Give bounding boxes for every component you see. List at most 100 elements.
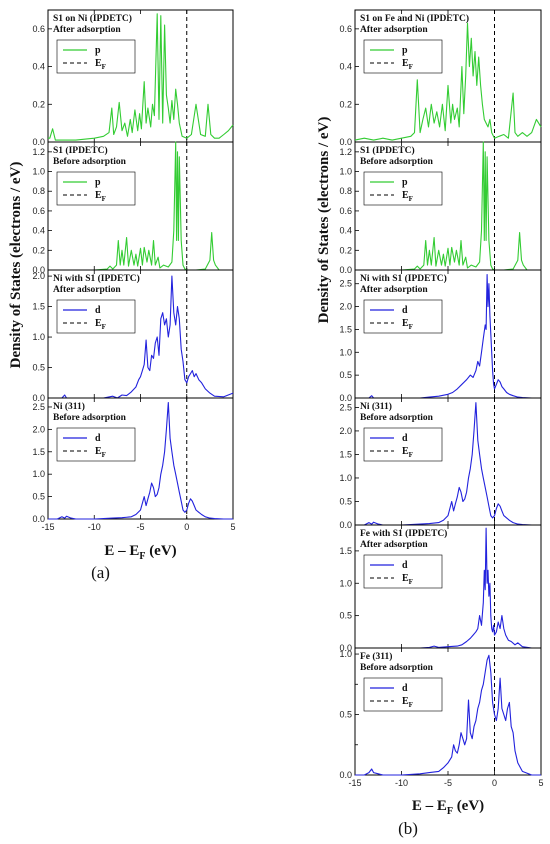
x-tick-label: -5 (136, 522, 144, 532)
figure-caption: (a) (91, 563, 110, 582)
y-tick-label: 0.2 (32, 99, 45, 109)
x-axis-label-main: E – E (104, 543, 139, 559)
x-tick-label: 5 (538, 778, 543, 788)
legend-fermi-label: EF (402, 318, 413, 331)
y-tick-label: 1.0 (32, 469, 45, 479)
legend-box (363, 171, 443, 206)
panel-title: Fe (311) (360, 651, 392, 662)
y-tick-label: 2.5 (32, 402, 45, 412)
y-axis-label: Density of States (electrons / eV) (316, 117, 332, 324)
y-tick-label: 0.4 (339, 62, 352, 72)
legend-box (363, 39, 443, 74)
legend-fermi-subscript: F (102, 195, 106, 203)
legend-fermi-subscript: F (409, 701, 413, 709)
y-tick-label: 1.2 (32, 147, 45, 157)
dos-series-line (355, 274, 541, 399)
dos-series-line (355, 654, 541, 776)
legend-series-label: p (402, 45, 408, 56)
panel-title: Before adsorption (360, 413, 434, 423)
y-tick-label: 2.0 (339, 302, 352, 312)
x-axis-label: E – EF (eV) (104, 543, 176, 562)
legend-box (56, 171, 136, 206)
y-tick-label: 0.2 (339, 245, 352, 255)
y-tick-label: 0.6 (32, 24, 45, 34)
x-axis-label-subscript: F (139, 551, 145, 562)
y-tick-label: 0.0 (339, 265, 352, 275)
legend-fermi-subscript: F (409, 195, 413, 203)
y-tick-label: 0.4 (32, 62, 45, 72)
y-tick-label: 1.0 (339, 167, 352, 177)
legend-series-label: d (95, 433, 101, 444)
x-tick-label: -10 (88, 522, 101, 532)
panel-title: Before adsorption (360, 157, 434, 167)
panel-title: After adsorption (53, 285, 121, 295)
legend-fermi-subscript: F (102, 451, 106, 459)
dos-panel: 0.0 0.5 1.0 1.5 2.0 2.5 Ni with S1 (IPDETC)Aft… (339, 269, 542, 403)
y-tick-label: 2.5 (339, 402, 352, 412)
y-tick-label: 0.0 (339, 643, 352, 653)
panel-title: S1 on Ni (IPDETC) (53, 13, 132, 24)
panel-title: S1 on Fe and Ni (IPDETC) (360, 13, 469, 24)
legend-fermi-subscript: F (409, 63, 413, 71)
y-tick-label: 0.6 (339, 24, 352, 34)
dos-panel: 0.0 0.2 0.4 0.6 S1 on Ni (IPDETC)After adsor… (32, 9, 234, 147)
legend-fermi-subscript: F (409, 451, 413, 459)
dos-series-line (48, 401, 233, 520)
legend-box (363, 677, 443, 712)
y-tick-label: 0.0 (339, 137, 352, 147)
legend-fermi-label: EF (402, 446, 413, 459)
panel-title: Before adsorption (53, 157, 127, 167)
y-tick-label: 1.0 (339, 473, 352, 483)
legend-box (363, 299, 443, 334)
legend-fermi-label: EF (95, 446, 106, 459)
y-tick-label: 0.5 (339, 611, 352, 621)
y-tick-label: 1.5 (32, 302, 45, 312)
dos-series-line (354, 22, 542, 141)
y-tick-label: 0.8 (339, 186, 352, 196)
y-tick-label: 1.0 (32, 167, 45, 177)
x-tick-label: -5 (444, 778, 452, 788)
dos-panel: 0.0 0.2 0.4 0.6 S1 on Fe and Ni (IPDETC)Afte… (339, 9, 542, 147)
y-tick-label: 0.5 (339, 496, 352, 506)
y-tick-label: 0.5 (32, 492, 45, 502)
y-tick-label: 0.0 (339, 770, 352, 780)
panel-title: Ni with S1 (IPDETC) (360, 273, 447, 284)
x-tick-label: 5 (230, 522, 235, 532)
x-axis-label-unit: (eV) (453, 798, 484, 814)
y-tick-label: 1.5 (339, 324, 352, 334)
y-tick-label: 1.5 (339, 546, 352, 556)
y-tick-label: 2.0 (339, 426, 352, 436)
y-tick-label: 0.0 (339, 520, 352, 530)
y-tick-label: 0.0 (32, 137, 45, 147)
y-tick-label: 1.5 (32, 447, 45, 457)
y-tick-label: 1.0 (339, 578, 352, 588)
y-axis-label: Density of States (electrons / eV) (8, 162, 24, 369)
legend-fermi-subscript: F (102, 323, 106, 331)
y-tick-label: 1.0 (339, 347, 352, 357)
dos-panel: 0.0 0.2 0.4 0.6 0.8 1.0 1.2 S1 (IPDETC)Before a… (339, 141, 542, 275)
y-tick-label: 0.5 (339, 710, 352, 720)
legend-box (56, 299, 136, 334)
legend-box (56, 39, 136, 74)
x-tick-label: -15 (41, 522, 54, 532)
y-tick-label: 0.2 (32, 245, 45, 255)
legend-fermi-subscript: F (409, 578, 413, 586)
y-tick-label: 0.8 (32, 186, 45, 196)
dos-panel: 0.0 0.5 1.0 1.5 2.0 2.5 Ni (311)Before adsorpt… (339, 397, 542, 530)
legend-fermi-subscript: F (102, 63, 106, 71)
dos-panel: 0.0 0.2 0.4 0.6 0.8 1.0 1.2 S1 (IPDETC)Before a… (32, 141, 234, 275)
legend-series-label: d (402, 433, 408, 444)
panel-title: Ni with S1 (IPDETC) (53, 273, 140, 284)
legend-fermi-label: EF (402, 696, 413, 709)
dos-series-line (355, 402, 541, 526)
panel-title: S1 (IPDETC) (360, 145, 415, 156)
x-axis-label: E – EF (eV) (412, 798, 484, 817)
figure-caption: (b) (398, 819, 418, 838)
legend-box (363, 554, 443, 589)
legend-fermi-label: EF (95, 318, 106, 331)
x-tick-label: -15 (348, 778, 361, 788)
legend-box (56, 427, 136, 462)
y-tick-label: 0.6 (32, 206, 45, 216)
legend-series-label: d (402, 305, 408, 316)
x-tick-label: 0 (184, 522, 189, 532)
